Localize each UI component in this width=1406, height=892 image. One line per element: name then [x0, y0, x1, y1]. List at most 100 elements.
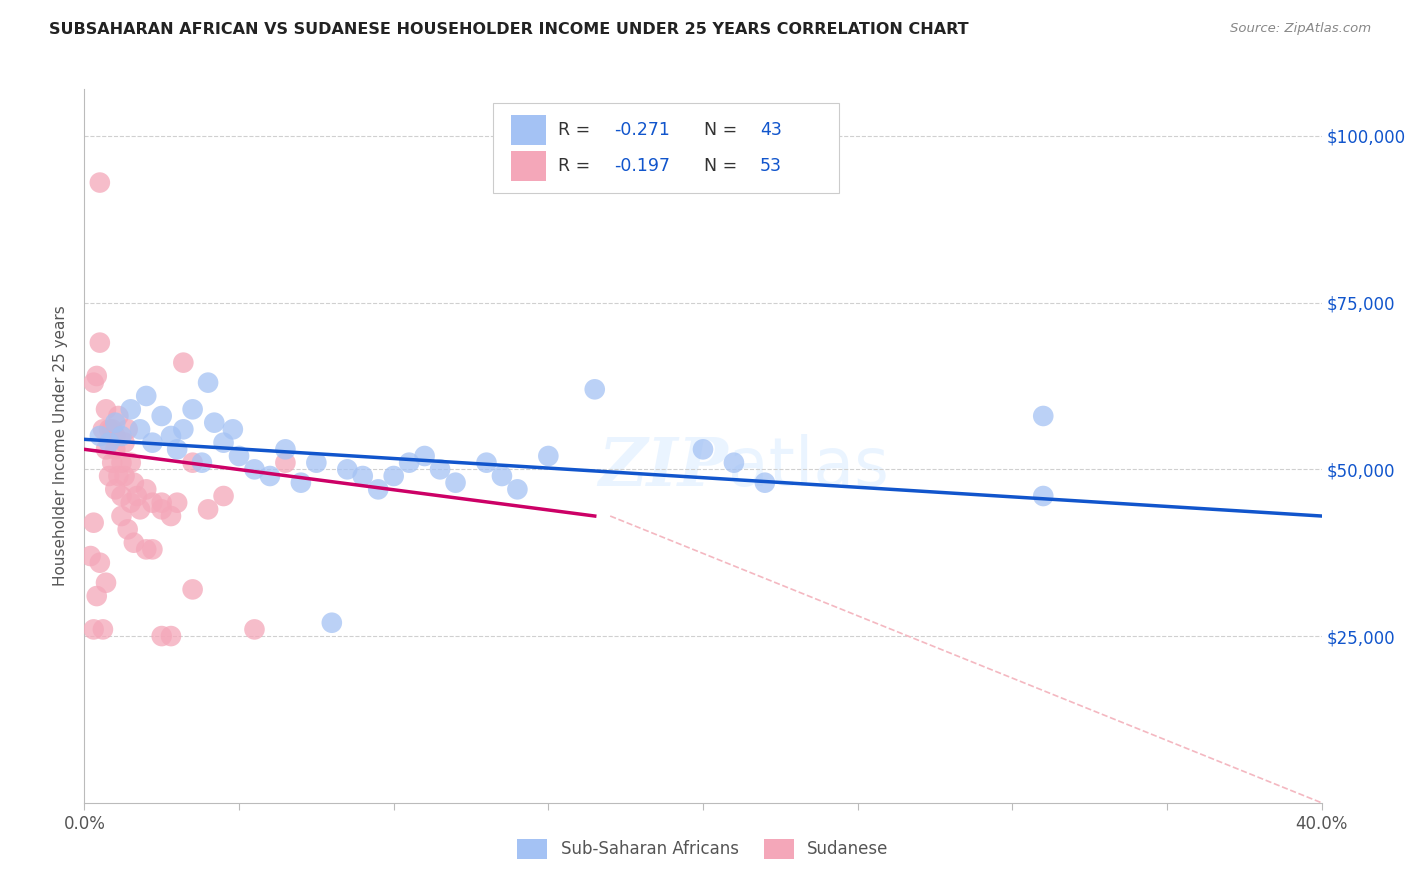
Point	[506, 483, 529, 497]
Point	[101, 422, 124, 436]
Point	[475, 456, 498, 470]
Point	[83, 623, 105, 637]
Point	[104, 442, 127, 457]
Point	[89, 176, 111, 190]
Point	[91, 623, 114, 637]
Point	[110, 509, 132, 524]
Point	[94, 402, 117, 417]
Point	[166, 496, 188, 510]
Point	[120, 456, 142, 470]
Point	[172, 422, 194, 436]
Y-axis label: Householder Income Under 25 years: Householder Income Under 25 years	[53, 306, 69, 586]
Point	[125, 489, 148, 503]
Point	[89, 429, 111, 443]
Point	[114, 469, 136, 483]
Text: N =: N =	[704, 157, 742, 175]
Point	[104, 429, 127, 443]
Point	[110, 489, 132, 503]
Text: ZIP: ZIP	[598, 435, 728, 500]
Point	[98, 422, 121, 436]
Point	[172, 356, 194, 370]
Point	[79, 549, 101, 563]
Point	[166, 442, 188, 457]
Point	[86, 368, 108, 383]
Text: -0.271: -0.271	[614, 121, 669, 139]
Point	[222, 422, 245, 436]
Point	[129, 422, 152, 436]
Point	[259, 469, 281, 483]
Point	[98, 469, 121, 483]
Text: R =: R =	[558, 157, 596, 175]
Point	[101, 456, 124, 470]
Point	[290, 475, 312, 490]
Point	[135, 542, 157, 557]
Point	[83, 516, 105, 530]
Point	[110, 429, 132, 443]
Point	[89, 335, 111, 350]
Point	[150, 496, 173, 510]
Text: 43: 43	[759, 121, 782, 139]
Point	[150, 629, 173, 643]
Bar	[512, 115, 546, 145]
Point	[305, 456, 328, 470]
Point	[202, 416, 225, 430]
Point	[754, 475, 776, 490]
Point	[429, 462, 451, 476]
Point	[141, 435, 163, 450]
Point	[197, 376, 219, 390]
Point	[336, 462, 359, 476]
Point	[181, 582, 204, 597]
Point	[129, 502, 152, 516]
Point	[243, 623, 266, 637]
Point	[107, 409, 129, 423]
Point	[117, 422, 139, 436]
Point	[212, 489, 235, 503]
Point	[1032, 409, 1054, 423]
Text: -0.197: -0.197	[614, 157, 669, 175]
Point	[537, 449, 560, 463]
Point	[122, 475, 145, 490]
Point	[274, 442, 297, 457]
Point	[135, 389, 157, 403]
Text: N =: N =	[704, 121, 742, 139]
Point	[141, 496, 163, 510]
Point	[181, 456, 204, 470]
Point	[413, 449, 436, 463]
Text: R =: R =	[558, 121, 596, 139]
Text: Source: ZipAtlas.com: Source: ZipAtlas.com	[1230, 22, 1371, 36]
Point	[1032, 489, 1054, 503]
Text: 53: 53	[759, 157, 782, 175]
Point	[444, 475, 467, 490]
Point	[91, 422, 114, 436]
Point	[228, 449, 250, 463]
Point	[160, 629, 183, 643]
Legend: Sub-Saharan Africans, Sudanese: Sub-Saharan Africans, Sudanese	[510, 832, 896, 866]
Point	[382, 469, 405, 483]
Point	[83, 376, 105, 390]
Point	[135, 483, 157, 497]
FancyBboxPatch shape	[492, 103, 839, 193]
Point	[104, 483, 127, 497]
Text: atlas: atlas	[728, 434, 889, 500]
Point	[160, 509, 183, 524]
Point	[150, 502, 173, 516]
Point	[104, 416, 127, 430]
Point	[114, 435, 136, 450]
Point	[120, 496, 142, 510]
Point	[321, 615, 343, 630]
Text: SUBSAHARAN AFRICAN VS SUDANESE HOUSEHOLDER INCOME UNDER 25 YEARS CORRELATION CHA: SUBSAHARAN AFRICAN VS SUDANESE HOUSEHOLD…	[49, 22, 969, 37]
Point	[110, 456, 132, 470]
Point	[160, 429, 183, 443]
Point	[352, 469, 374, 483]
Point	[122, 535, 145, 549]
Bar	[512, 151, 546, 180]
Point	[98, 435, 121, 450]
Point	[150, 409, 173, 423]
Point	[583, 382, 606, 396]
Point	[367, 483, 389, 497]
Point	[723, 456, 745, 470]
Point	[243, 462, 266, 476]
Point	[212, 435, 235, 450]
Point	[86, 589, 108, 603]
Point	[398, 456, 420, 470]
